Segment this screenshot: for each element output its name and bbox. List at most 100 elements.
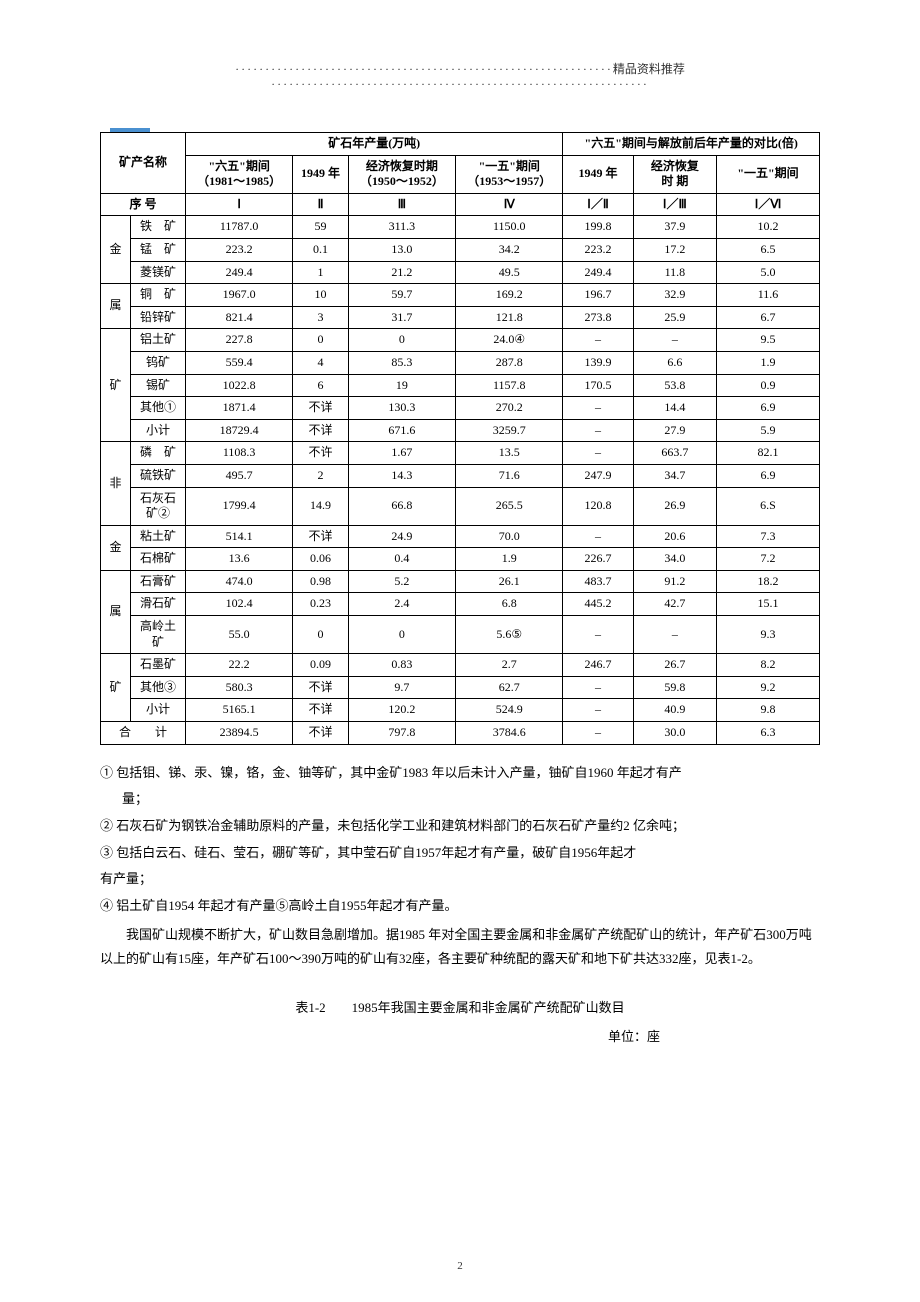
ore-value: 580.3 xyxy=(186,676,293,699)
table-row: 属铜 矿1967.01059.7169.2196.732.911.6 xyxy=(101,284,820,307)
table-row: 小计18729.4不详671.63259.7–27.95.9 xyxy=(101,419,820,442)
ore-value: 6.9 xyxy=(717,397,820,420)
th-III: Ⅲ xyxy=(348,193,455,216)
ore-name: 石膏矿 xyxy=(131,570,186,593)
ore-value: 445.2 xyxy=(563,593,633,616)
th-comparison: "六五"期间与解放前后年产量的对比(倍) xyxy=(563,133,820,156)
ore-value: – xyxy=(633,329,716,352)
ore-value: – xyxy=(563,525,633,548)
ore-value: 524.9 xyxy=(456,699,563,722)
table-row: 石灰石矿②1799.414.966.8265.5120.826.96.S xyxy=(101,487,820,525)
group-label: 金 xyxy=(101,216,131,284)
ore-value: 不详 xyxy=(293,419,348,442)
ore-value: 0 xyxy=(348,616,455,654)
table-row: 小计5165.1不详120.2524.9–40.99.8 xyxy=(101,699,820,722)
group-label: 非 xyxy=(101,442,131,525)
ore-value: 14.4 xyxy=(633,397,716,420)
ore-value: 34.2 xyxy=(456,238,563,261)
ore-value: 14.9 xyxy=(293,487,348,525)
ore-value: 26.7 xyxy=(633,654,716,677)
ore-value: 249.4 xyxy=(563,261,633,284)
ore-name: 铝土矿 xyxy=(131,329,186,352)
group-label: 矿 xyxy=(101,654,131,722)
ore-name: 铅锌矿 xyxy=(131,306,186,329)
ore-value: 6.6 xyxy=(633,351,716,374)
ore-value: 62.7 xyxy=(456,676,563,699)
th-r2: Ⅰ／Ⅲ xyxy=(633,193,716,216)
th-IV: Ⅳ xyxy=(456,193,563,216)
ore-value: 0.4 xyxy=(348,548,455,571)
ore-value: 18.2 xyxy=(717,570,820,593)
table1-wrapper: 矿产名称 矿石年产量(万吨) "六五"期间与解放前后年产量的对比(倍) "六五"… xyxy=(100,132,820,745)
table-row: 其他③580.3不详9.762.7–59.89.2 xyxy=(101,676,820,699)
th-cmp-15: "一五"期间 xyxy=(717,155,820,193)
table-row: 锰 矿223.20.113.034.2223.217.26.5 xyxy=(101,238,820,261)
table-row: 硫铁矿495.7214.371.6247.934.76.9 xyxy=(101,464,820,487)
ore-name: 磷 矿 xyxy=(131,442,186,465)
footnote-4: ④ 铝土矿自1954 年起才有产量⑤高岭土自1955年起才有产量。 xyxy=(100,894,820,919)
ore-value: – xyxy=(563,442,633,465)
table2-unit: 单位：座 xyxy=(100,1026,820,1045)
ore-value: 120.2 xyxy=(348,699,455,722)
ore-value: 85.3 xyxy=(348,351,455,374)
ore-value: 6.5 xyxy=(717,238,820,261)
ore-value: 1022.8 xyxy=(186,374,293,397)
ore-value: 6.7 xyxy=(717,306,820,329)
ore-value: 0.9 xyxy=(717,374,820,397)
ore-value: 42.7 xyxy=(633,593,716,616)
ore-value: 40.9 xyxy=(633,699,716,722)
ore-value: 6.S xyxy=(717,487,820,525)
ore-value: 821.4 xyxy=(186,306,293,329)
ore-value: 311.3 xyxy=(348,216,455,239)
ore-name: 高岭土矿 xyxy=(131,616,186,654)
th-seq: 序 号 xyxy=(101,193,186,216)
ore-value: 102.4 xyxy=(186,593,293,616)
group-label: 属 xyxy=(101,570,131,653)
ore-value: 71.6 xyxy=(456,464,563,487)
ore-value: 0.1 xyxy=(293,238,348,261)
footnote-1a: ① 包括钼、锑、汞、镍，铬，金、铀等矿，其中金矿1983 年以后未计入产量，铀矿… xyxy=(100,761,820,786)
ore-value: 1.67 xyxy=(348,442,455,465)
ore-value: 2.4 xyxy=(348,593,455,616)
group-label: 属 xyxy=(101,284,131,329)
footnote-3b: 有产量； xyxy=(100,867,820,892)
ore-name: 石棉矿 xyxy=(131,548,186,571)
ore-value: 4 xyxy=(293,351,348,374)
ore-name: 钨矿 xyxy=(131,351,186,374)
ore-value: 0 xyxy=(293,616,348,654)
ore-value: 3 xyxy=(293,306,348,329)
ore-name: 锰 矿 xyxy=(131,238,186,261)
ore-value: 9.8 xyxy=(717,699,820,722)
ore-value: 26.9 xyxy=(633,487,716,525)
ore-value: 273.8 xyxy=(563,306,633,329)
total-value: 不详 xyxy=(293,722,348,745)
th-r3: Ⅰ／Ⅵ xyxy=(717,193,820,216)
ore-value: 55.0 xyxy=(186,616,293,654)
footnote-1b: 量； xyxy=(100,787,820,812)
ore-value: 8.2 xyxy=(717,654,820,677)
th-ore-name: 矿产名称 xyxy=(101,133,186,194)
ore-value: 25.9 xyxy=(633,306,716,329)
ore-value: 0.23 xyxy=(293,593,348,616)
ore-name: 菱镁矿 xyxy=(131,261,186,284)
ore-value: 247.9 xyxy=(563,464,633,487)
ore-name: 硫铁矿 xyxy=(131,464,186,487)
table2-title: 表1-2 1985年我国主要金属和非金属矿产统配矿山数目 xyxy=(100,996,820,1019)
ore-value: 121.8 xyxy=(456,306,563,329)
ore-value: 671.6 xyxy=(348,419,455,442)
table-row: 铅锌矿821.4331.7121.8273.825.96.7 xyxy=(101,306,820,329)
ore-value: 223.2 xyxy=(186,238,293,261)
ore-value: 70.0 xyxy=(456,525,563,548)
table-row: 菱镁矿249.4121.249.5249.411.85.0 xyxy=(101,261,820,284)
ore-value: 139.9 xyxy=(563,351,633,374)
ore-name: 石灰石矿② xyxy=(131,487,186,525)
ore-value: 7.3 xyxy=(717,525,820,548)
th-cmp-recovery: 经济恢复时 期 xyxy=(633,155,716,193)
ore-value: 24.9 xyxy=(348,525,455,548)
table-row: 矿石墨矿22.20.090.832.7246.726.78.2 xyxy=(101,654,820,677)
total-value: 797.8 xyxy=(348,722,455,745)
ore-value: 34.0 xyxy=(633,548,716,571)
ore-value: – xyxy=(563,616,633,654)
ore-value: 49.5 xyxy=(456,261,563,284)
th-II: Ⅱ xyxy=(293,193,348,216)
